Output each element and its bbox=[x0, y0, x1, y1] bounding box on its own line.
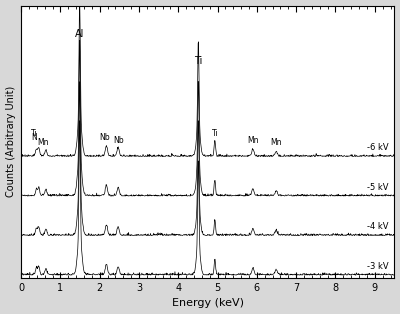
Text: -3 kV: -3 kV bbox=[367, 262, 388, 271]
Text: Mn: Mn bbox=[270, 138, 282, 147]
Text: -5 kV: -5 kV bbox=[367, 183, 388, 192]
Text: Al: Al bbox=[75, 29, 84, 39]
Text: N: N bbox=[32, 133, 37, 143]
Y-axis label: Counts (Arbitrary Unit): Counts (Arbitrary Unit) bbox=[6, 86, 16, 198]
Text: Mn: Mn bbox=[247, 136, 259, 145]
Text: Nb: Nb bbox=[100, 133, 110, 142]
Text: Mn: Mn bbox=[37, 138, 48, 147]
Text: Ti: Ti bbox=[194, 56, 202, 66]
X-axis label: Energy (keV): Energy (keV) bbox=[172, 298, 244, 308]
Text: -4 kV: -4 kV bbox=[367, 222, 388, 231]
Text: Nb: Nb bbox=[113, 136, 124, 145]
Text: Ti: Ti bbox=[212, 129, 218, 138]
Text: -6 kV: -6 kV bbox=[367, 143, 388, 152]
Text: Ti: Ti bbox=[31, 129, 38, 138]
